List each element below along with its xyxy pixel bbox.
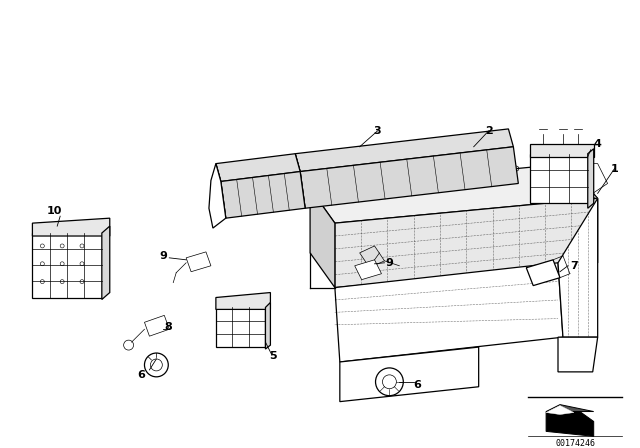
Polygon shape: [300, 147, 518, 208]
Text: 9: 9: [159, 251, 167, 261]
Text: 10: 10: [47, 206, 62, 216]
Polygon shape: [216, 293, 271, 310]
Polygon shape: [530, 144, 594, 157]
Text: 00174246: 00174246: [556, 439, 596, 448]
Text: 2: 2: [484, 126, 492, 136]
Polygon shape: [33, 218, 110, 236]
Text: 6: 6: [138, 370, 145, 380]
Polygon shape: [186, 252, 211, 272]
Polygon shape: [340, 347, 479, 401]
Polygon shape: [216, 307, 266, 347]
Polygon shape: [546, 405, 594, 412]
Polygon shape: [310, 189, 335, 288]
Polygon shape: [33, 233, 102, 297]
Text: 9: 9: [385, 258, 394, 268]
Polygon shape: [588, 149, 594, 208]
Polygon shape: [360, 246, 385, 268]
Polygon shape: [102, 226, 110, 299]
Polygon shape: [558, 337, 598, 372]
Polygon shape: [335, 198, 598, 288]
Text: 5: 5: [269, 351, 277, 361]
Polygon shape: [546, 405, 574, 414]
Text: 6: 6: [413, 380, 421, 390]
Polygon shape: [221, 172, 305, 218]
Polygon shape: [266, 302, 271, 349]
Text: 1: 1: [611, 164, 618, 173]
Polygon shape: [526, 260, 560, 286]
Polygon shape: [216, 164, 226, 218]
Polygon shape: [209, 164, 226, 228]
Polygon shape: [295, 129, 513, 172]
Polygon shape: [546, 412, 594, 436]
Polygon shape: [355, 260, 381, 280]
Text: 8: 8: [164, 322, 172, 332]
Polygon shape: [558, 198, 598, 337]
Text: 4: 4: [594, 139, 602, 149]
Polygon shape: [295, 154, 305, 208]
Polygon shape: [568, 164, 607, 198]
Polygon shape: [145, 315, 169, 336]
Text: 7: 7: [570, 261, 578, 271]
Polygon shape: [310, 164, 598, 223]
Polygon shape: [530, 154, 588, 203]
Text: 3: 3: [374, 126, 381, 136]
Polygon shape: [216, 154, 300, 181]
Polygon shape: [335, 263, 563, 362]
